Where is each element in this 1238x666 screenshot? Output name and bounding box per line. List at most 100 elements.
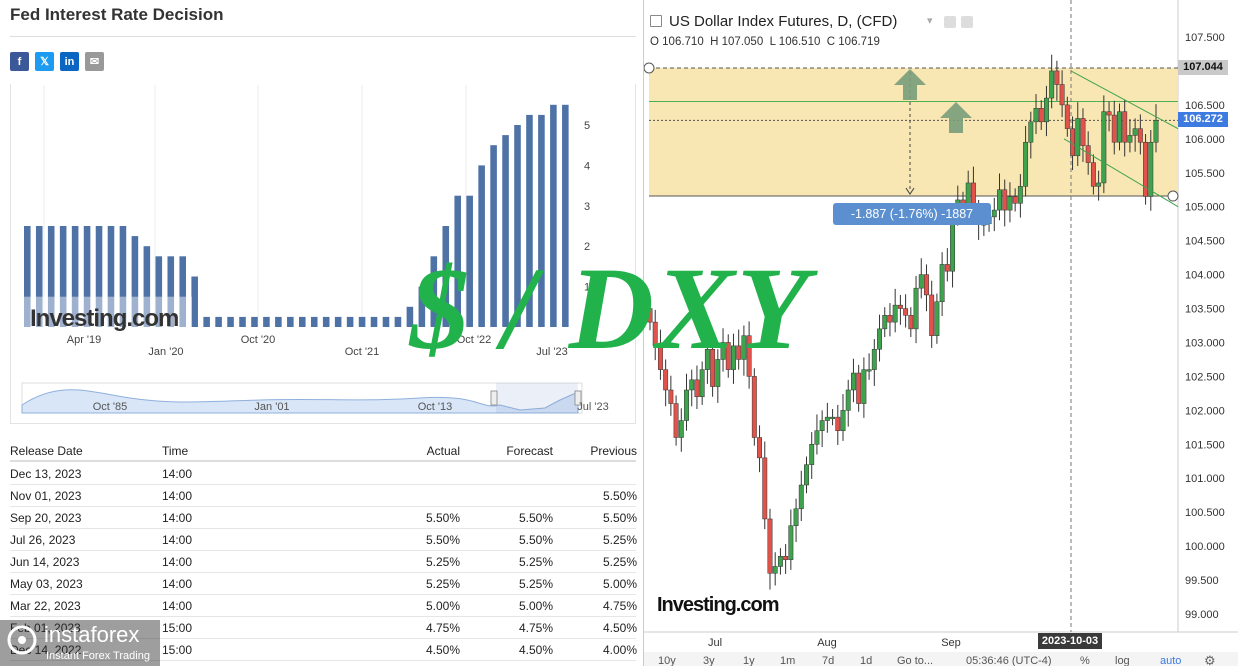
x-tick-label: Oct '21	[345, 346, 380, 358]
toolbar-item[interactable]: %	[1080, 655, 1090, 666]
candle-body	[1059, 84, 1065, 106]
candle-body	[1090, 162, 1096, 187]
candle-body	[830, 416, 836, 419]
rate-bar	[538, 114, 545, 328]
toolbar-item[interactable]: auto	[1160, 655, 1181, 666]
navigator-area	[21, 389, 579, 414]
rate-bar	[215, 316, 222, 327]
candle-body	[887, 315, 893, 323]
candle-body	[866, 369, 872, 372]
navigator-tick-label: Jul '23	[577, 401, 608, 413]
investing-logo-left: Investing.com	[30, 305, 179, 332]
candle-body	[819, 420, 825, 431]
rate-bar	[478, 165, 485, 327]
toolbar-item[interactable]: 1d	[860, 655, 872, 666]
table-row: Jul 26, 2023 14:00 5.50% 5.50% 5.25%	[10, 529, 637, 551]
rate-bar	[203, 316, 210, 327]
rate-bar	[131, 236, 139, 327]
navigator-handle-right	[574, 390, 582, 406]
table-cell: 4.75%	[518, 621, 553, 635]
candle-body	[1017, 186, 1023, 204]
title-divider	[10, 36, 636, 37]
table-cell: 14:00	[162, 489, 193, 503]
toolbar-item[interactable]: 3y	[703, 655, 715, 666]
rate-bar	[514, 125, 521, 327]
toolbar-item[interactable]: 10y	[658, 655, 676, 666]
candle-body	[835, 416, 841, 431]
column-header: Previous	[590, 444, 637, 458]
rate-bar	[59, 226, 67, 327]
rate-bar	[35, 226, 43, 327]
dxy-chart-panel: 107.500 106.500 106.000 105.500 105.000 104.5…	[643, 0, 1238, 666]
table-cell: 14:00	[162, 577, 193, 591]
facebook-icon[interactable]: f	[10, 52, 29, 71]
candle-body	[1049, 70, 1055, 99]
candle-body	[720, 342, 726, 360]
toolbar-item[interactable]: 1y	[743, 655, 755, 666]
table-cell: 5.25%	[425, 577, 460, 591]
table-cell: 5.25%	[518, 555, 553, 569]
rate-bar	[287, 316, 294, 327]
settings-icon[interactable]	[944, 16, 956, 28]
candle-body	[1117, 111, 1122, 143]
y-tick-label: 104.500	[1185, 236, 1225, 248]
navigator-tick-label: Oct '85	[93, 401, 128, 413]
column-header: Time	[162, 444, 189, 458]
rate-bar	[490, 145, 497, 327]
candle-body	[777, 556, 783, 567]
table-row: Mar 22, 2023 14:00 5.00% 5.00% 4.75%	[10, 595, 637, 617]
candle-body	[689, 379, 695, 391]
table-cell: 5.25%	[425, 555, 460, 569]
candle-body	[684, 389, 689, 421]
candle-body	[929, 294, 935, 336]
table-row: Jun 14, 2023 14:00 5.25% 5.25% 5.25%	[10, 551, 637, 573]
toolbar-item[interactable]: Go to...	[897, 655, 933, 666]
table-row: May 03, 2023 14:00 5.25% 5.25% 5.00%	[10, 573, 637, 595]
table-cell: 5.00%	[425, 599, 460, 613]
rate-bar	[550, 104, 557, 327]
rate-bar	[562, 104, 569, 327]
candle-body	[908, 315, 914, 330]
table-cell: 4.50%	[518, 643, 553, 657]
toolbar-item[interactable]: 05:36:46 (UTC-4)	[966, 655, 1052, 666]
rate-bar	[251, 316, 258, 327]
candle-body	[877, 328, 882, 350]
chevron-down-icon[interactable]: ▾	[927, 15, 933, 27]
candle-body	[793, 508, 799, 527]
email-icon[interactable]: ✉	[85, 52, 104, 71]
table-cell: 4.50%	[425, 643, 460, 657]
y-tick-label: 106.000	[1185, 134, 1225, 146]
rate-bar	[119, 226, 127, 327]
table-row: Sep 20, 2023 14:00 5.50% 5.50% 5.50%	[10, 507, 637, 529]
toolbar-item[interactable]: 1m	[780, 655, 795, 666]
gear-icon[interactable]: ⚙	[1204, 654, 1216, 666]
candle-body	[944, 264, 950, 272]
brand-tagline: Instant Forex Trading	[46, 650, 150, 662]
close-icon[interactable]	[961, 16, 973, 28]
candle-body	[1080, 118, 1086, 146]
rate-bar	[263, 316, 270, 327]
candle-body	[652, 321, 658, 347]
candle-body	[1127, 135, 1133, 143]
candle-body	[704, 349, 710, 370]
candle-body	[1028, 121, 1034, 143]
rate-bar	[95, 226, 103, 327]
candle-body	[767, 518, 773, 574]
rate-bar	[394, 316, 402, 327]
toolbar-item[interactable]: 7d	[822, 655, 834, 666]
candle-body	[751, 376, 757, 438]
linkedin-icon[interactable]: in	[60, 52, 79, 71]
collapse-legend-icon[interactable]	[650, 15, 662, 27]
x-tick-label: Sep	[941, 637, 961, 649]
toolbar-item[interactable]: log	[1115, 655, 1130, 666]
candle-body	[731, 345, 736, 370]
table-cell: 5.50%	[425, 533, 460, 547]
table-row: Feb 01, 2023 15:00 4.75% 4.75% 4.50%	[10, 617, 637, 639]
candle-body	[897, 304, 903, 309]
candle-body	[657, 345, 663, 370]
current-price-tag: 106.272	[1178, 112, 1228, 127]
x-icon[interactable]: 𝕏	[35, 52, 54, 71]
rate-bar	[47, 226, 55, 327]
y-tick-label: 2	[584, 241, 590, 253]
candle-body	[1023, 141, 1029, 187]
